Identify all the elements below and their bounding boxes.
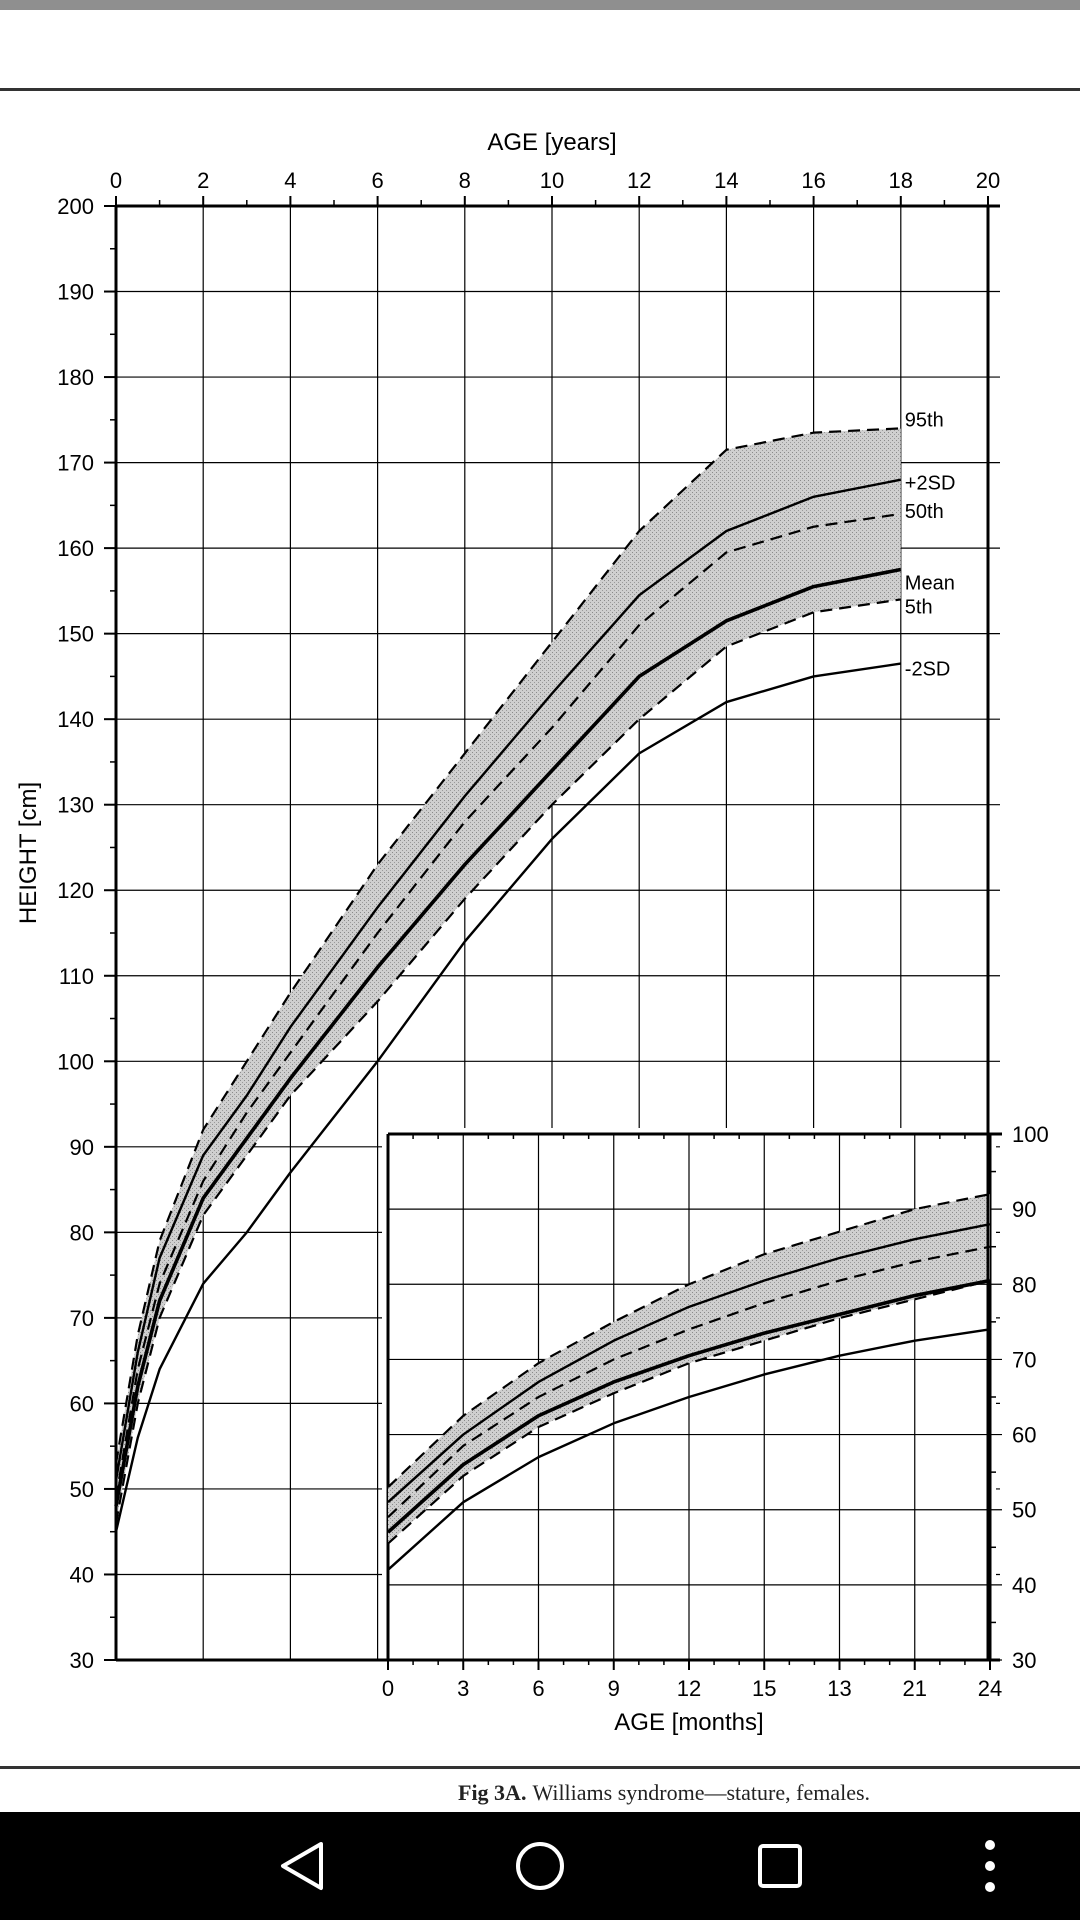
main-y-tick-label: 30 (70, 1648, 94, 1673)
growth-chart: 0 2 4 6 8 10 12 14 16 18 2030405060708090100110120… (15, 129, 1049, 1736)
main-y-tick-label: 140 (57, 707, 94, 732)
main-y-tick-label: 60 (70, 1391, 94, 1416)
recents-square-icon (758, 1844, 802, 1888)
main-series-2sd (114, 478, 902, 1481)
navigation-bar (0, 1812, 1080, 1920)
main-series-50th (114, 512, 901, 1498)
bottom-divider (0, 1766, 1080, 1769)
inset-x-tick-label: 0 (382, 1676, 394, 1701)
main-y-axis-label: HEIGHT [cm] (15, 782, 42, 924)
recents-button[interactable] (740, 1812, 820, 1920)
main-x-tick-label: 6 (371, 168, 383, 193)
series-label: Mean (905, 573, 955, 595)
figure-caption: Fig 3A. Williams syndrome—stature, female… (458, 1780, 870, 1806)
main-y-tick-label: 200 (57, 194, 94, 219)
inset-chart-series (386, 1193, 991, 1571)
inset-x-tick-label: 24 (978, 1676, 1002, 1701)
main-x-axis-label: AGE [years] (487, 129, 616, 156)
home-button[interactable] (500, 1812, 580, 1920)
main-x-tick-label: 8 (459, 168, 471, 193)
inset-y-tick-label: 30 (1012, 1648, 1036, 1673)
inset-x-tick-label: 13 (827, 1676, 851, 1701)
main-y-tick-label: 90 (70, 1135, 94, 1160)
inset-y-tick-label: 70 (1012, 1347, 1036, 1372)
main-y-tick-label: 70 (70, 1306, 94, 1331)
main-series-95th (114, 427, 901, 1464)
main-x-tick-label: 16 (801, 168, 825, 193)
caption-text: Williams syndrome—stature, females. (532, 1780, 871, 1805)
series-label: 5th (905, 596, 933, 618)
chart-labels: 0 2 4 6 8 10 12 14 16 18 2030405060708090100110120… (15, 129, 1049, 1736)
inset-series-2sd (387, 1328, 991, 1571)
main-y-tick-label: 100 (57, 1049, 94, 1074)
inset-x-tick-label: 9 (608, 1676, 620, 1701)
main-x-tick-label: 2 (197, 168, 209, 193)
inset-y-tick-label: 90 (1012, 1197, 1036, 1222)
inset-y-tick-label: 80 (1012, 1272, 1036, 1297)
inset-x-tick-label: 12 (677, 1676, 701, 1701)
inset-y-tick-label: 60 (1012, 1423, 1036, 1448)
main-x-tick-label: 20 (976, 168, 1000, 193)
back-button[interactable] (262, 1812, 342, 1920)
main-y-tick-label: 150 (57, 622, 94, 647)
main-y-tick-label: 110 (59, 964, 94, 989)
main-x-tick-label: 10 (540, 168, 564, 193)
main-chart-series (114, 427, 902, 1532)
main-x-tick-label: 18 (889, 168, 913, 193)
overflow-dots-icon (985, 1840, 995, 1892)
top-divider (0, 88, 1080, 91)
main-y-tick-label: 190 (57, 280, 94, 305)
main-x-tick-label: 0 (110, 168, 122, 193)
main-x-tick-label: 4 (284, 168, 296, 193)
inset-series-50th (387, 1245, 991, 1519)
main-x-tick-label: 14 (714, 168, 738, 193)
inset-x-axis-label: AGE [months] (614, 1709, 763, 1736)
main-series-2sd (114, 662, 901, 1532)
inset-y-tick-label: 40 (1012, 1573, 1036, 1598)
back-triangle-icon (281, 1842, 323, 1890)
main-y-tick-label: 40 (70, 1562, 94, 1587)
inset-series-2sd (387, 1222, 991, 1504)
main-y-tick-label: 130 (57, 793, 94, 818)
inset-series-mean (386, 1278, 991, 1534)
inset-chart (382, 1128, 1002, 1670)
inset-y-tick-label: 100 (1012, 1122, 1049, 1147)
inset-x-tick-label: 21 (903, 1676, 927, 1701)
series-label: +2SD (905, 473, 956, 495)
main-y-tick-label: 80 (70, 1220, 94, 1245)
series-label: 50th (905, 501, 944, 523)
main-y-tick-label: 120 (57, 878, 94, 903)
status-bar (0, 0, 1080, 10)
home-circle-icon (516, 1842, 564, 1890)
main-y-tick-label: 170 (57, 451, 94, 476)
series-label: -2SD (905, 659, 951, 681)
main-series-mean (114, 567, 902, 1507)
main-y-tick-label: 160 (57, 536, 94, 561)
inset-x-tick-label: 15 (752, 1676, 776, 1701)
inset-x-tick-label: 3 (457, 1676, 469, 1701)
inset-y-tick-label: 50 (1012, 1498, 1036, 1523)
overflow-menu-button[interactable] (970, 1812, 1010, 1920)
main-x-tick-label: 12 (627, 168, 651, 193)
inset-x-tick-label: 6 (532, 1676, 544, 1701)
main-y-tick-label: 50 (70, 1477, 94, 1502)
series-label: 95th (905, 409, 944, 431)
main-series-5th (114, 598, 901, 1524)
main-y-tick-label: 180 (57, 365, 94, 390)
caption-label: Fig 3A. (458, 1780, 527, 1805)
main-shaded-band (116, 428, 901, 1524)
inset-series-95th (387, 1193, 991, 1488)
